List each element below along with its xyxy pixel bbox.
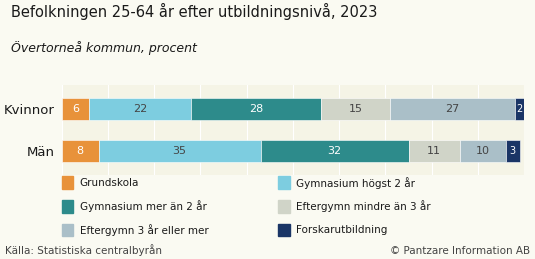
Text: 3: 3 xyxy=(510,146,516,156)
Text: 27: 27 xyxy=(446,104,460,114)
Bar xyxy=(191,98,320,120)
Bar xyxy=(409,140,460,162)
Text: 32: 32 xyxy=(327,146,342,156)
Bar xyxy=(62,98,89,120)
Bar xyxy=(89,98,191,120)
Text: 8: 8 xyxy=(77,146,83,156)
Text: Grundskola: Grundskola xyxy=(80,178,139,188)
Bar xyxy=(98,140,261,162)
Bar xyxy=(506,140,519,162)
Text: 22: 22 xyxy=(133,104,147,114)
Text: Eftergymn 3 år eller mer: Eftergymn 3 år eller mer xyxy=(80,224,209,236)
Text: Forskarutbildning: Forskarutbildning xyxy=(296,225,388,235)
Text: Befolkningen 25-64 år efter utbildningsnivå, 2023: Befolkningen 25-64 år efter utbildningsn… xyxy=(11,3,377,20)
Text: 6: 6 xyxy=(72,104,79,114)
Text: Eftergymn mindre än 3 år: Eftergymn mindre än 3 år xyxy=(296,200,431,212)
Text: Gymnasium mer än 2 år: Gymnasium mer än 2 år xyxy=(80,200,207,212)
Text: 10: 10 xyxy=(476,146,490,156)
Bar xyxy=(460,140,506,162)
Text: 35: 35 xyxy=(172,146,187,156)
Text: Gymnasium högst 2 år: Gymnasium högst 2 år xyxy=(296,177,415,189)
Text: Övertorneå kommun, procent: Övertorneå kommun, procent xyxy=(11,41,196,55)
Text: Källa: Statistiska centralbyrån: Källa: Statistiska centralbyrån xyxy=(5,244,162,256)
Bar xyxy=(320,98,390,120)
Text: © Pantzare Information AB: © Pantzare Information AB xyxy=(389,246,530,256)
Bar xyxy=(515,98,524,120)
Bar xyxy=(261,140,409,162)
Bar xyxy=(390,98,515,120)
Text: 15: 15 xyxy=(348,104,362,114)
Text: 28: 28 xyxy=(249,104,263,114)
Text: 11: 11 xyxy=(427,146,441,156)
Bar xyxy=(62,140,98,162)
Text: 2: 2 xyxy=(517,104,523,114)
